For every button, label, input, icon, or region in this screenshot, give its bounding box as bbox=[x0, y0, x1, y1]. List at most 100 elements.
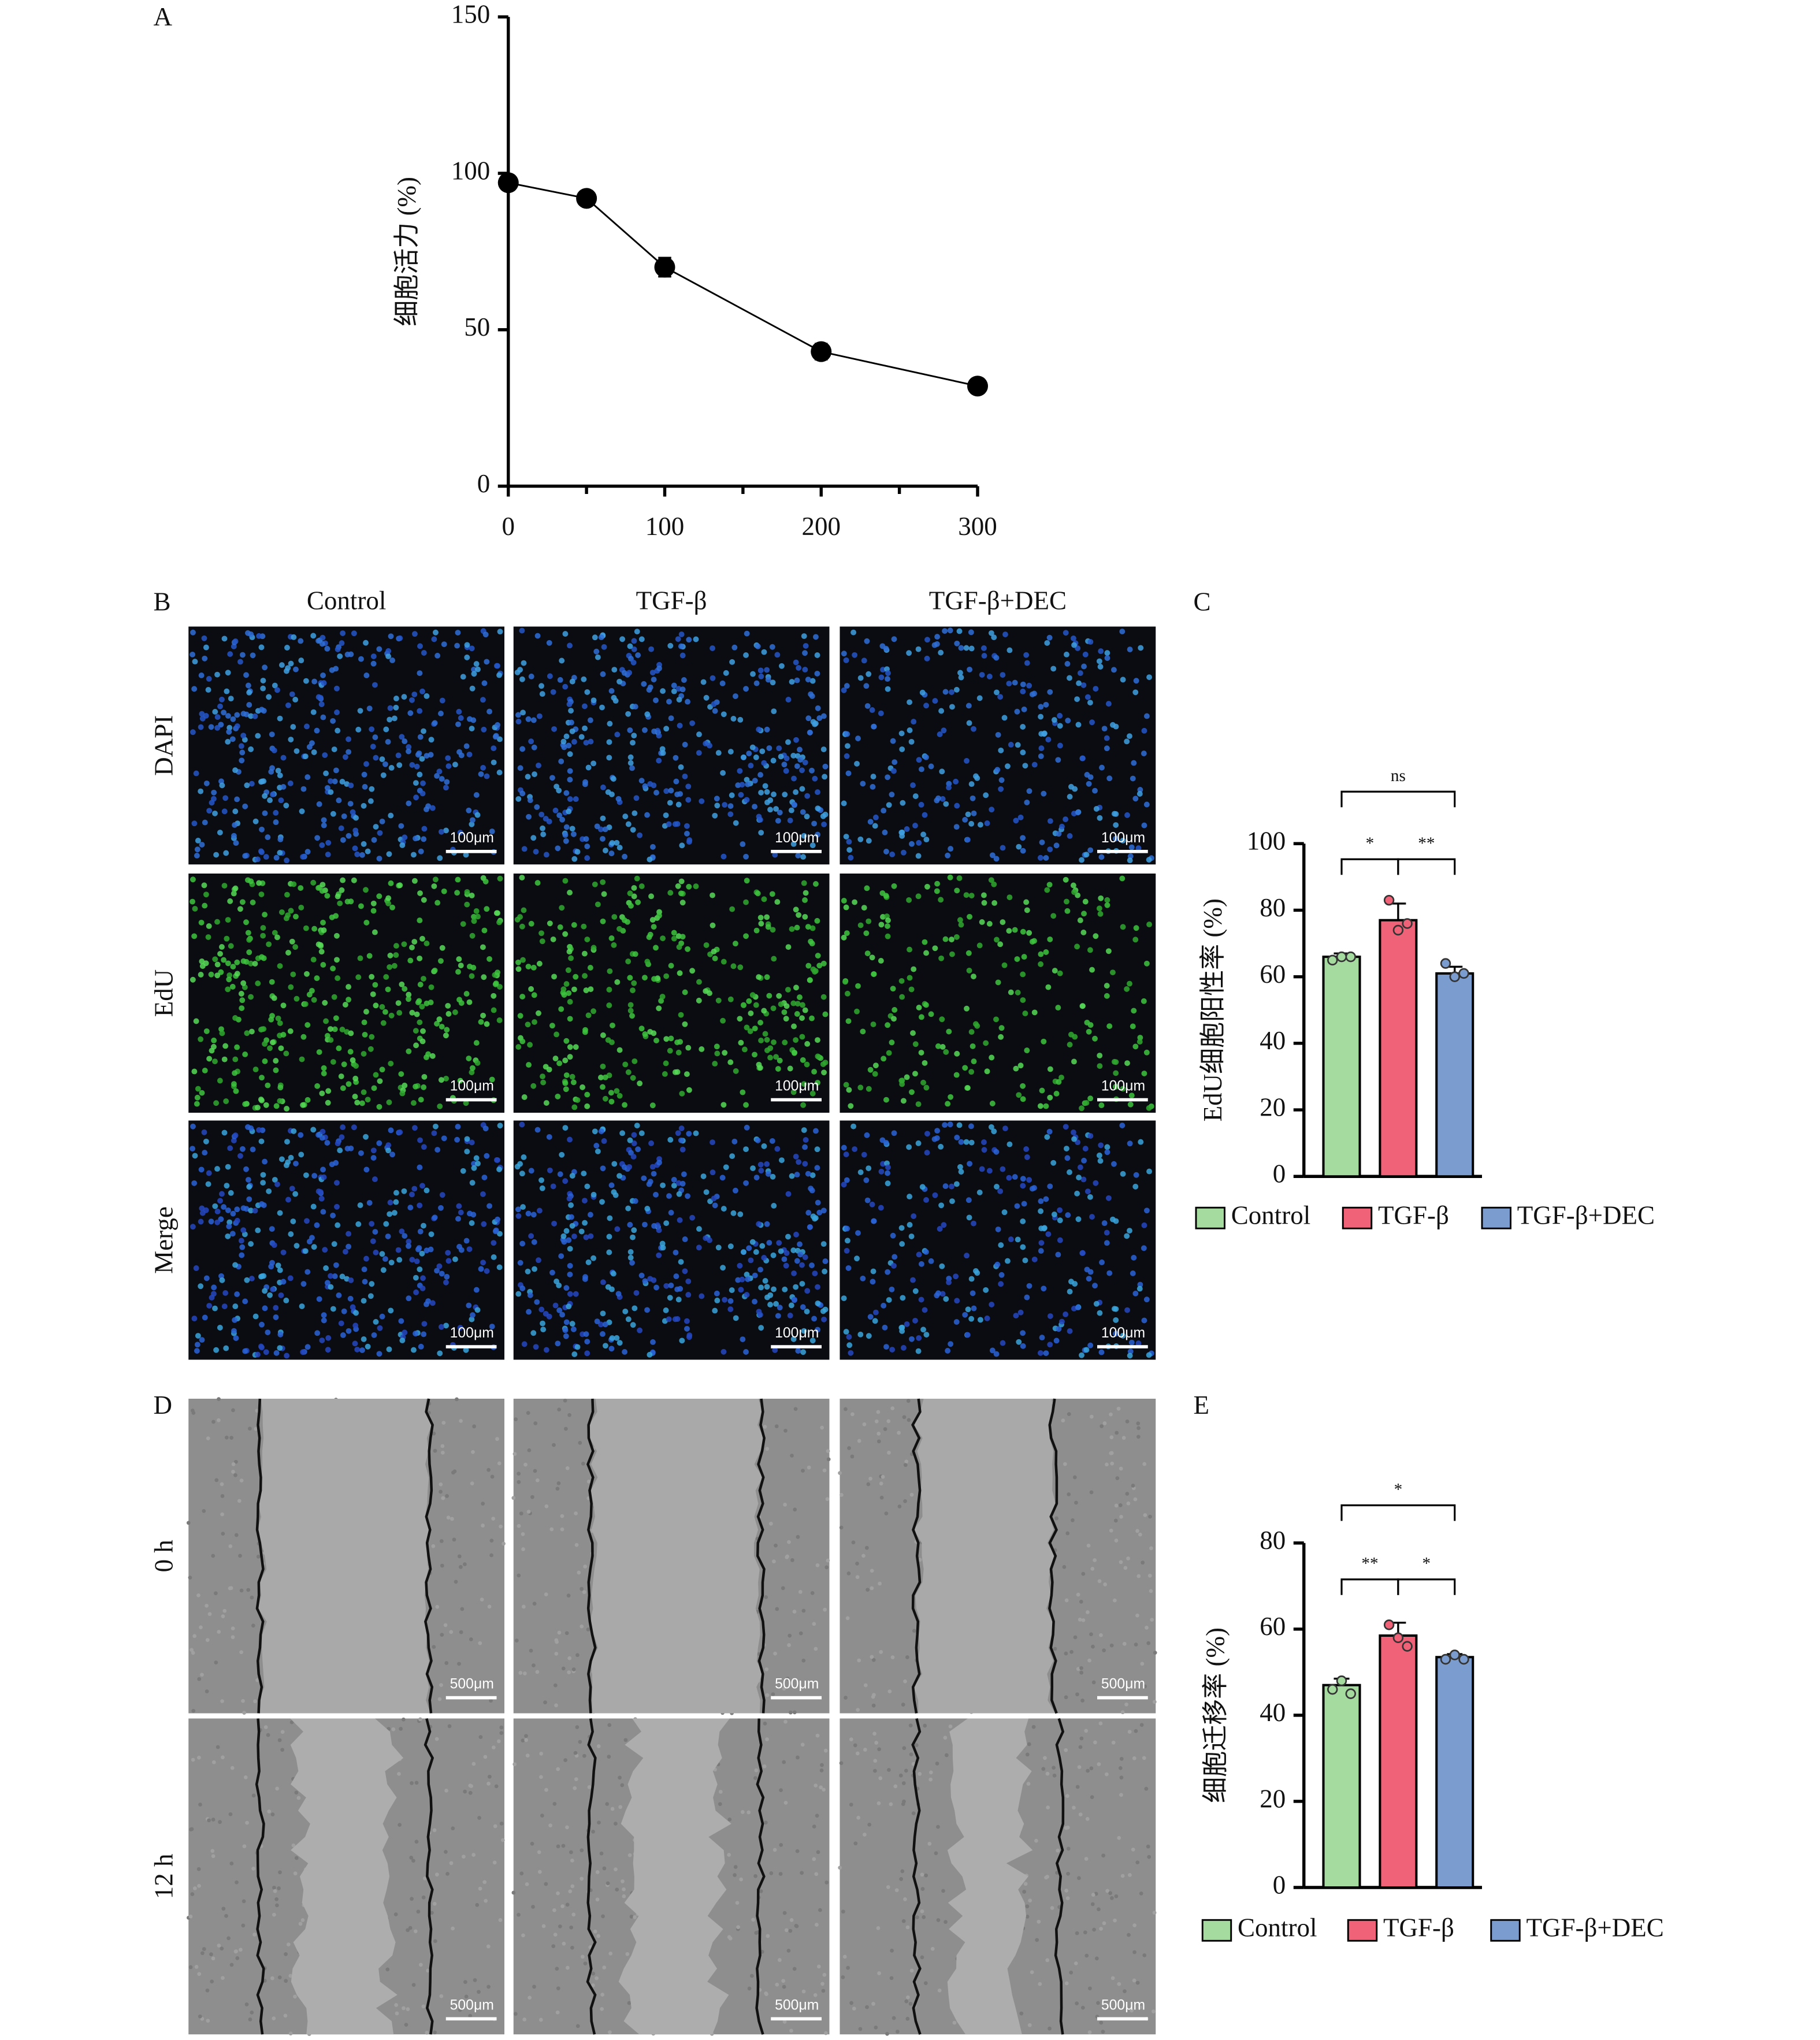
cell bbox=[924, 1131, 930, 1137]
cell bbox=[1092, 1283, 1098, 1289]
cell bbox=[812, 881, 819, 887]
texture bbox=[718, 1789, 723, 1794]
texture bbox=[1102, 1921, 1106, 1926]
texture bbox=[1115, 1476, 1120, 1480]
texture bbox=[573, 1751, 578, 1755]
cell bbox=[918, 801, 924, 808]
texture bbox=[411, 1859, 415, 1863]
cell bbox=[567, 642, 573, 649]
cell bbox=[998, 1242, 1004, 1248]
cell bbox=[866, 918, 872, 924]
cell bbox=[608, 1098, 615, 1105]
cell bbox=[324, 1032, 330, 1039]
texture bbox=[887, 1768, 891, 1772]
cell bbox=[750, 1165, 756, 1172]
cell bbox=[221, 1303, 228, 1310]
cell bbox=[248, 781, 255, 787]
cell bbox=[681, 677, 687, 683]
cell bbox=[656, 912, 662, 919]
cell bbox=[616, 1093, 623, 1099]
cell bbox=[739, 782, 745, 788]
cell bbox=[239, 757, 245, 764]
cell bbox=[271, 995, 277, 1001]
cell bbox=[939, 1016, 945, 1023]
cell bbox=[355, 1221, 362, 1227]
cell bbox=[555, 1093, 561, 1099]
cell bbox=[370, 660, 377, 667]
cell bbox=[841, 687, 847, 693]
cell bbox=[569, 1173, 575, 1179]
cell bbox=[970, 1290, 976, 1296]
texture bbox=[574, 1511, 578, 1515]
texture bbox=[864, 1545, 869, 1550]
cell bbox=[991, 1128, 997, 1135]
cell bbox=[469, 821, 475, 827]
texture bbox=[480, 1597, 484, 1601]
cell bbox=[584, 855, 590, 861]
texture bbox=[792, 1710, 797, 1715]
cell bbox=[291, 1128, 297, 1134]
texture bbox=[577, 1570, 581, 1575]
cell bbox=[924, 883, 930, 890]
cell bbox=[1092, 1035, 1098, 1042]
cell bbox=[614, 1335, 620, 1341]
texture bbox=[475, 1902, 480, 1907]
cell bbox=[560, 1233, 567, 1239]
cell bbox=[239, 1146, 246, 1152]
cell bbox=[809, 925, 816, 931]
cell bbox=[1050, 913, 1057, 919]
texture bbox=[823, 2031, 828, 2035]
cell bbox=[764, 974, 770, 980]
texture bbox=[1116, 1406, 1121, 1411]
cell bbox=[776, 993, 782, 999]
texture bbox=[602, 1965, 607, 1970]
texture bbox=[521, 1933, 525, 1938]
cell bbox=[221, 808, 228, 815]
texture bbox=[586, 1627, 590, 1632]
texture bbox=[1084, 1953, 1089, 1958]
cell bbox=[848, 1103, 854, 1109]
cell bbox=[432, 720, 438, 726]
cell bbox=[630, 740, 636, 746]
cell bbox=[314, 727, 320, 734]
cell bbox=[802, 759, 808, 766]
cell bbox=[458, 715, 464, 721]
cell bbox=[363, 1255, 369, 1262]
cell bbox=[1046, 1128, 1053, 1135]
cell bbox=[844, 1247, 850, 1254]
cell bbox=[923, 950, 929, 956]
texture bbox=[270, 1976, 274, 1980]
cell bbox=[733, 1068, 739, 1074]
cell bbox=[844, 743, 850, 749]
texture bbox=[927, 1841, 932, 1846]
cell bbox=[730, 1210, 737, 1216]
cell bbox=[234, 712, 240, 718]
cell bbox=[407, 1205, 414, 1211]
cell bbox=[885, 686, 891, 692]
cell bbox=[924, 1150, 930, 1156]
texture bbox=[595, 1897, 600, 1902]
cell bbox=[612, 1192, 619, 1198]
cell bbox=[262, 1288, 268, 1294]
cell bbox=[484, 1021, 490, 1027]
cell bbox=[841, 934, 847, 941]
cell bbox=[283, 1050, 289, 1057]
texture bbox=[277, 1975, 282, 1979]
cell bbox=[744, 797, 750, 803]
cell bbox=[740, 1249, 746, 1255]
cell bbox=[843, 834, 849, 839]
cell bbox=[773, 1054, 779, 1060]
wound-edge bbox=[424, 1398, 434, 1714]
cell bbox=[675, 1049, 682, 1056]
cell bbox=[805, 963, 812, 969]
cell bbox=[222, 1043, 229, 1049]
cell bbox=[288, 737, 294, 742]
cell bbox=[372, 1229, 378, 1235]
texture bbox=[404, 2023, 408, 2027]
cell bbox=[793, 1037, 799, 1043]
cell bbox=[953, 1273, 959, 1280]
cell bbox=[225, 670, 231, 676]
cell bbox=[198, 1036, 204, 1042]
cell bbox=[246, 1196, 252, 1202]
cell bbox=[1105, 948, 1112, 954]
